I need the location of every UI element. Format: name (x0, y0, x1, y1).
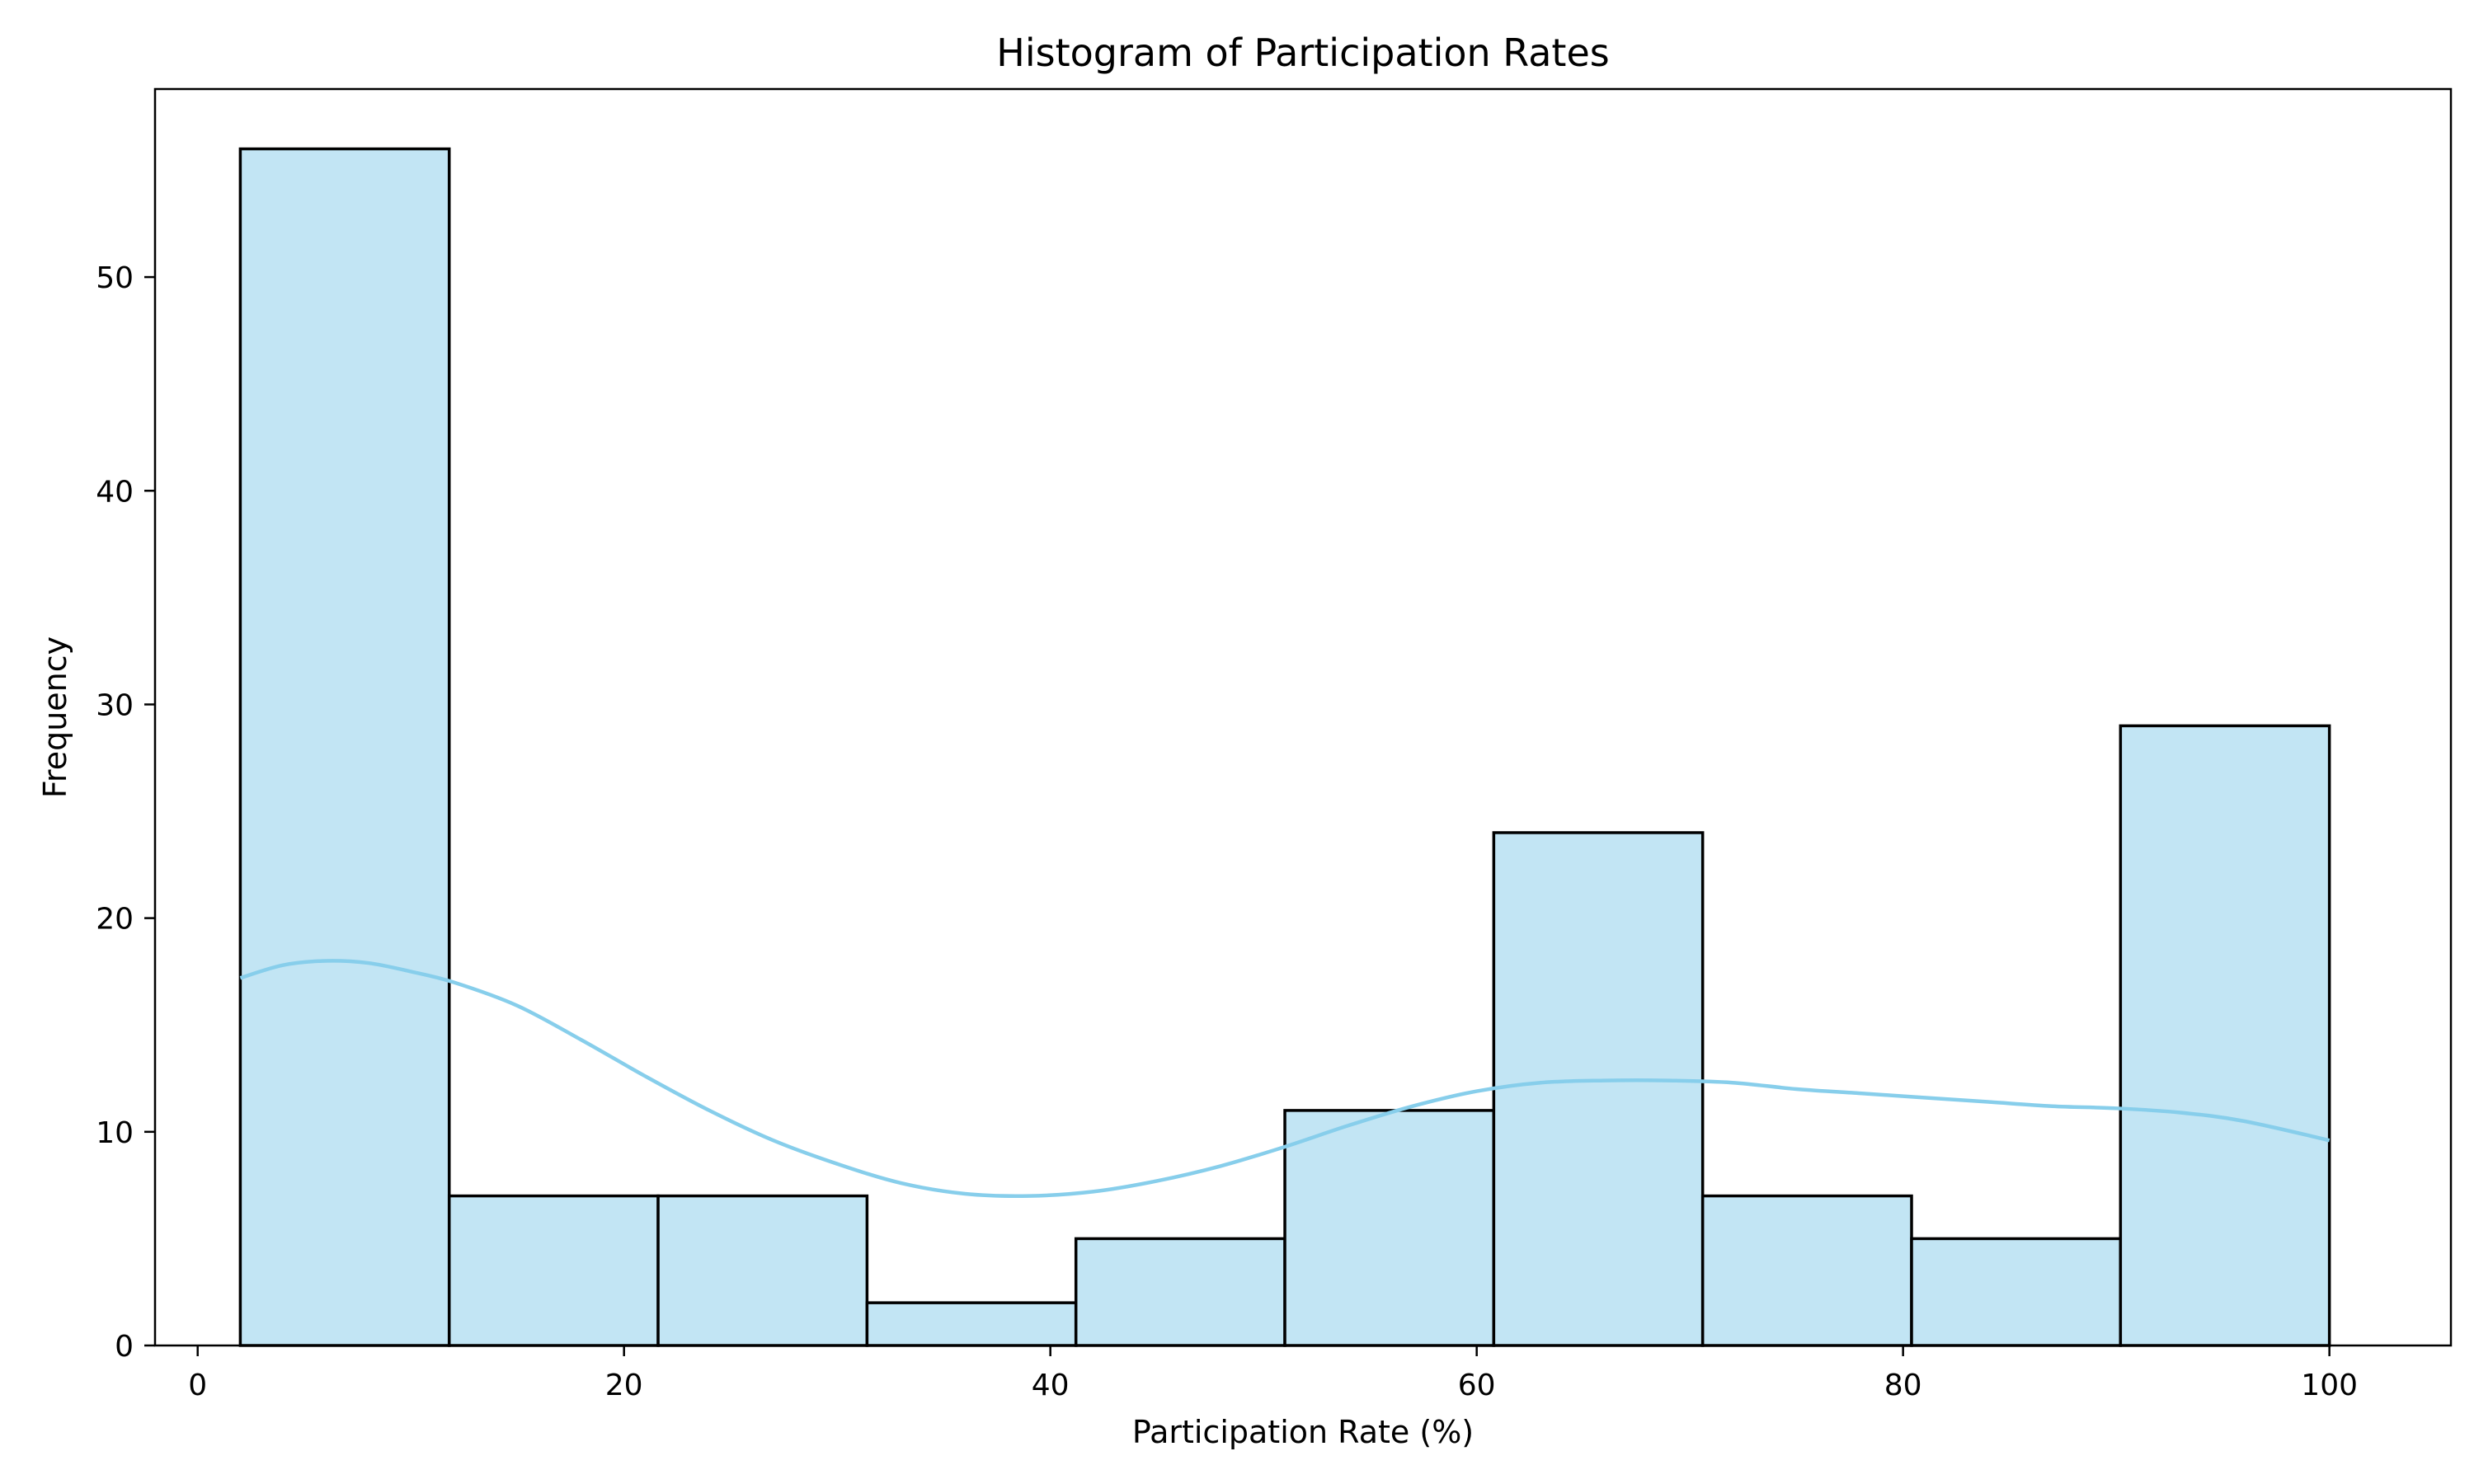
plot-frame (153, 87, 2453, 1347)
chart-title: Histogram of Participation Rates (996, 31, 1609, 75)
y-tick-label: 10 (96, 1116, 134, 1150)
y-tick-label: 30 (96, 688, 134, 722)
y-tick-label: 0 (115, 1330, 134, 1364)
histogram-bar (2119, 724, 2331, 1347)
histogram-bar (447, 1194, 660, 1347)
x-axis-ticks: 0 20 40 60 80 100 (188, 1345, 2358, 1402)
x-tick-label: 20 (605, 1369, 643, 1402)
histogram-bar (1074, 1237, 1286, 1347)
histogram-bar (238, 147, 451, 1347)
x-tick-label: 40 (1032, 1369, 1070, 1402)
y-tick-label: 20 (96, 903, 134, 937)
y-axis-ticks: 0 10 20 30 40 50 (96, 261, 155, 1364)
y-tick-label: 40 (96, 475, 134, 509)
histogram-bar (1910, 1237, 2123, 1347)
x-tick-label: 80 (1884, 1369, 1922, 1402)
histogram-bar (1283, 1109, 1496, 1347)
y-tick-label: 50 (96, 261, 134, 295)
kde-density-line (239, 959, 2331, 1198)
histogram-bars (238, 147, 2331, 1347)
x-tick-label: 60 (1458, 1369, 1496, 1402)
histogram-bar (1492, 831, 1705, 1347)
histogram-bar (865, 1301, 1078, 1347)
x-tick-label: 0 (188, 1369, 207, 1402)
histogram-bar (1700, 1194, 1913, 1347)
y-axis-label: Frequency (37, 636, 73, 798)
x-tick-label: 100 (2301, 1369, 2358, 1402)
x-axis-label: Participation Rate (%) (1132, 1414, 1474, 1450)
histogram-bar (656, 1194, 869, 1347)
